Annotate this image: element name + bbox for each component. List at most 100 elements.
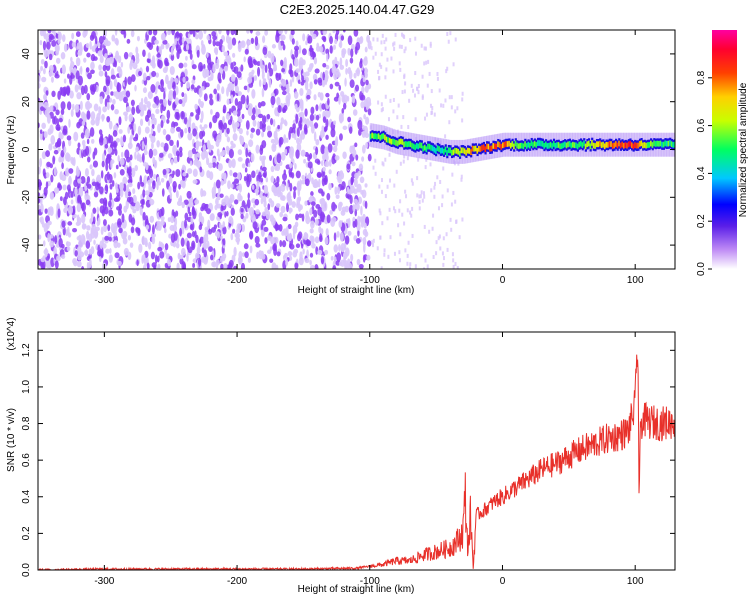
ridge-cell [524,141,527,147]
noise-speckle [424,46,427,51]
noise-speckle [338,42,342,48]
ridge-cell [665,140,669,147]
noise-speckle [349,79,355,89]
noise-speckle [305,40,308,46]
noise-speckle [110,74,116,80]
noise-speckle [184,70,188,77]
noise-speckle [409,38,412,43]
noise-speckle [393,251,396,256]
noise-speckle [152,156,156,165]
noise-speckle [448,120,451,125]
noise-speckle [157,59,161,68]
noise-speckle [229,193,235,203]
noise-speckle [48,71,54,77]
noise-speckle [158,152,164,158]
ridge-cell [393,139,396,145]
noise-speckle [168,186,172,193]
ridge-cell [654,141,658,147]
ridge-cell [439,147,443,154]
noise-speckle [219,193,224,198]
noise-speckle [109,56,114,62]
noise-speckle [454,37,457,42]
noise-speckle [257,101,262,109]
noise-speckle [340,35,345,41]
x-tick-label: -200 [227,275,247,286]
noise-speckle [44,60,48,69]
noise-speckle [88,233,93,243]
ridge-cell [508,140,511,147]
noise-speckle [104,71,108,78]
ridge-cell [476,147,479,154]
noise-speckle [319,232,323,241]
noise-speckle [151,70,157,78]
snr-panel: -300 -200 -100 0 100 0.00.20.40.60.81.01.2 H… [6,317,676,595]
noise-speckle [295,170,301,179]
noise-speckle [129,242,134,248]
noise-speckle [221,86,225,95]
noise-speckle [238,251,243,260]
noise-speckle [119,182,124,190]
ridge-cell [564,141,567,148]
noise-speckle [186,120,192,130]
noise-speckle [348,126,353,134]
noise-speckle [310,106,315,115]
noise-speckle [202,68,208,79]
noise-speckle [240,64,244,72]
noise-speckle [157,246,163,252]
noise-speckle [289,79,293,87]
noise-speckle [203,236,206,244]
noise-speckle [364,132,370,138]
noise-speckle [216,58,220,65]
noise-speckle [198,87,203,98]
ridge-cell [651,142,654,148]
noise-speckle [321,35,327,41]
noise-speckle [325,92,330,98]
noise-speckle [67,221,73,226]
noise-speckle [234,85,240,94]
noise-speckle [110,91,114,96]
noise-speckle [38,166,41,172]
noise-speckle [90,111,96,121]
noise-speckle [255,209,260,215]
noise-speckle [175,242,180,249]
noise-speckle [298,112,302,117]
noise-speckle [38,181,43,187]
noise-speckle [85,42,90,49]
noise-speckle [130,99,135,107]
noise-speckle [378,184,381,189]
noise-speckle [55,49,60,56]
noise-speckle [189,224,194,230]
ridge-cell [613,142,616,149]
ridge-cell [382,133,385,139]
ridge-cell [597,141,600,148]
noise-speckle [421,198,424,203]
ridge-cell [388,137,392,144]
ridge-cell [490,145,494,152]
noise-speckle [322,63,327,68]
y-tick-label: 1.2 [21,343,32,357]
noise-speckle [316,42,320,48]
noise-speckle [62,128,68,136]
noise-speckle [228,216,233,224]
noise-speckle [160,142,165,148]
noise-speckle [257,113,264,119]
noise-speckle [363,113,366,120]
noise-speckle [44,208,48,214]
noise-speckle [316,160,321,165]
noise-speckle [201,202,207,210]
ridge-cell [407,141,411,147]
noise-speckle [416,176,419,181]
noise-speckle [267,50,272,59]
ridge-cell [540,140,543,147]
noise-speckle [277,105,282,114]
noise-speckle [246,95,249,105]
y-tick-label: -20 [21,190,32,205]
noise-speckle [367,101,372,107]
noise-speckle [445,69,448,74]
noise-speckle [308,47,314,53]
noise-speckle [292,230,296,240]
noise-speckle [135,146,139,153]
noise-speckle [436,71,439,76]
noise-speckle [54,235,58,245]
noise-speckle [230,207,235,216]
